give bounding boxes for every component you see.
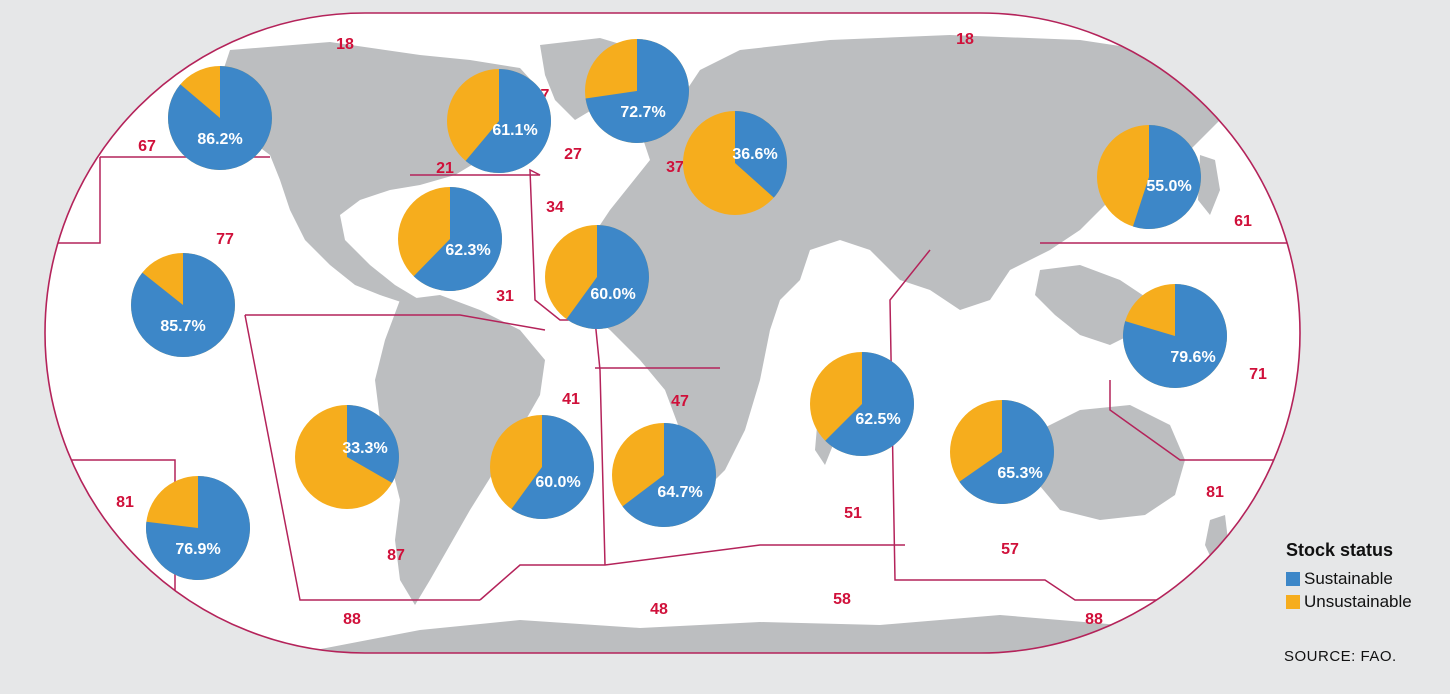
pie-slice-sustainable <box>146 476 250 580</box>
pie-percent-label: 79.6% <box>1170 349 1215 366</box>
stock-status-pie: 79.6% <box>1122 284 1228 388</box>
fao-area-code: 87 <box>387 547 405 564</box>
pie-percent-label: 65.3% <box>997 465 1042 482</box>
pie-slice-sustainable <box>168 66 273 170</box>
stock-status-pies: 86.2% 61.1% 72.7% 36.6% 55.0% 62.3% 60.0% 85.7%… <box>131 39 1228 580</box>
stock-status-pie: 62.5% <box>810 352 914 456</box>
fao-area-code: 88 <box>1085 611 1103 628</box>
fao-area-code: 57 <box>1001 541 1019 558</box>
pie-percent-label: 62.5% <box>855 411 900 428</box>
fao-area-code: 18 <box>336 36 354 53</box>
fao-area-code: 27 <box>564 146 582 163</box>
legend-title: Stock status <box>1286 540 1394 560</box>
pie-slice-sustainable <box>1122 284 1228 388</box>
fao-area-code: 47 <box>671 393 689 410</box>
fao-area-code: 71 <box>1249 366 1267 383</box>
pie-slice-sustainable <box>131 253 236 357</box>
sustainable-swatch <box>1286 571 1300 586</box>
area-codes: 18 18 67 21 27 37 34 77 31 61 71 41 47 81 87 51 57 81 88 48… <box>116 31 1267 628</box>
unsustainable-swatch <box>1286 594 1300 609</box>
legend-item-sustainable: Sustainable <box>1286 567 1446 590</box>
stock-status-pie: 64.7% <box>612 423 717 528</box>
pie-percent-label: 33.3% <box>342 440 387 457</box>
fao-area-code: 51 <box>844 505 862 522</box>
legend-label-sustainable: Sustainable <box>1304 568 1393 588</box>
pie-percent-label: 61.1% <box>492 122 537 139</box>
boundary-equator-west <box>55 157 101 244</box>
pie-slice-sustainable <box>566 225 649 329</box>
legend-label-unsustainable: Unsustainable <box>1304 591 1412 611</box>
fao-area-code: 67 <box>138 138 156 155</box>
south-america-landmass <box>375 295 545 605</box>
pie-percent-label: 72.7% <box>620 104 665 121</box>
stock-status-pie: 86.2% <box>168 66 273 170</box>
fao-area-code: 88 <box>343 611 361 628</box>
stock-status-pie: 61.1% <box>447 69 552 173</box>
southeast-asia-islands <box>1035 265 1150 345</box>
fao-area-code: 7 <box>541 87 550 104</box>
pie-slice-sustainable <box>825 352 914 456</box>
australia-landmass <box>1035 405 1185 520</box>
boundary-atlantic-west <box>410 168 606 566</box>
pie-percent-label: 85.7% <box>160 318 205 335</box>
pie-percent-label: 60.0% <box>590 286 635 303</box>
fao-area-code: 77 <box>216 231 234 248</box>
stock-status-pie: 33.3% <box>295 405 399 509</box>
antarctica-landmass <box>300 615 1300 653</box>
fao-area-code: 48 <box>650 601 668 618</box>
boundary-southeast-pacific <box>244 314 480 601</box>
pie-slice-sustainable <box>413 187 503 291</box>
fao-area-code: 41 <box>562 391 580 408</box>
fao-area-code: 81 <box>116 494 134 511</box>
stock-status-pie: 36.6% <box>683 111 788 215</box>
stock-status-pie: 65.3% <box>950 399 1055 505</box>
boundary-southern <box>479 544 905 601</box>
pie-slice-sustainable <box>622 423 717 528</box>
new-zealand-landmass <box>1205 515 1228 560</box>
pie-percent-label: 55.0% <box>1146 178 1191 195</box>
stock-status-pie: 60.0% <box>545 225 649 329</box>
pie-slice-sustainable <box>1132 125 1202 229</box>
legend-item-unsustainable: Unsustainable <box>1286 590 1446 613</box>
pie-percent-label: 60.0% <box>535 474 580 491</box>
pie-percent-label: 36.6% <box>732 146 777 163</box>
pie-percent-label: 76.9% <box>175 541 220 558</box>
fao-area-code: 81 <box>1206 484 1224 501</box>
stock-status-pie: 76.9% <box>146 476 250 580</box>
pie-slice-sustainable <box>347 405 399 483</box>
pie-percent-label: 86.2% <box>197 131 242 148</box>
pie-slice-sustainable <box>585 39 690 143</box>
fao-area-code: 21 <box>436 160 454 177</box>
pie-slice-sustainable <box>465 69 552 173</box>
source-note: SOURCE: FAO. <box>1284 648 1397 665</box>
pie-slice-sustainable <box>959 399 1055 505</box>
fao-area-code: 37 <box>666 159 684 176</box>
legend: Stock status Sustainable Unsustainable <box>1286 540 1446 613</box>
pie-percent-label: 62.3% <box>445 242 490 259</box>
fao-area-code: 61 <box>1234 213 1252 230</box>
stock-status-pie: 60.0% <box>490 415 595 519</box>
pie-slice-sustainable <box>735 111 788 198</box>
japan-landmass <box>1198 155 1220 215</box>
pie-slice-sustainable <box>511 415 595 519</box>
boundary-indian <box>889 249 1300 601</box>
map-frame <box>44 12 1301 654</box>
boundary-pacific-east <box>245 314 546 331</box>
fao-area-code: 58 <box>833 591 851 608</box>
stock-status-pie: 72.7% <box>585 39 690 143</box>
fao-area-code: 34 <box>546 199 564 216</box>
stock-status-pie: 85.7% <box>131 253 236 357</box>
stock-status-pie: 62.3% <box>398 187 503 291</box>
boundary-australia <box>1109 380 1300 461</box>
fao-area-code: 18 <box>956 31 974 48</box>
stock-status-pie: 55.0% <box>1097 125 1202 229</box>
pie-percent-label: 64.7% <box>657 484 702 501</box>
fao-area-code: 31 <box>496 288 514 305</box>
